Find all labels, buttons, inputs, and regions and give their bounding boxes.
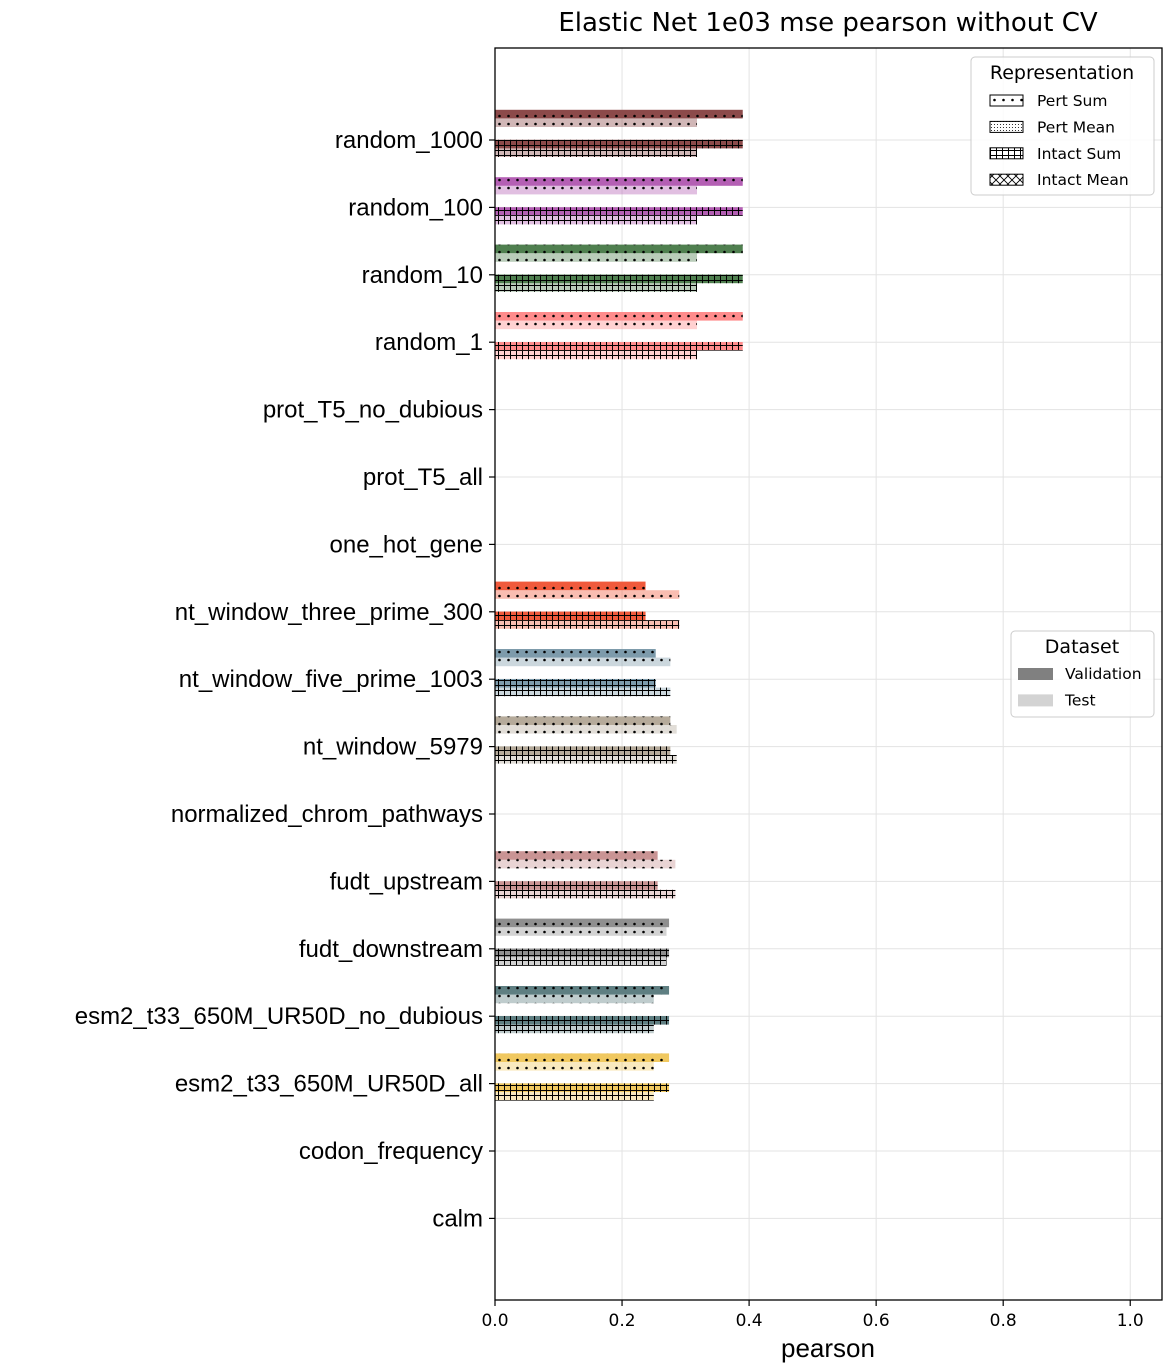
bar-random_1000-pert-sum-validation-hatch — [495, 109, 743, 119]
legend-representation: Representation Pert Sum Pert Mean Intact S… — [970, 56, 1155, 196]
bar-nt_window_three_prime_300-intact-sum-validation-hatch — [495, 611, 646, 621]
bar-nt_window_three_prime_300-intact-sum-test-hatch — [495, 620, 680, 629]
bar-esm2_t33_650M_UR50D_no_dubious-intact-sum-test-hatch — [495, 1024, 654, 1034]
y-tick-label: esm2_t33_650M_UR50D_no_dubious — [75, 1003, 483, 1030]
legend-entry-label: Pert Sum — [1037, 92, 1107, 110]
bar-nt_window_5979-pert-sum-test-hatch — [495, 725, 677, 734]
bar-random_100-pert-sum-validation-hatch — [495, 177, 743, 186]
legend-entry-label: Pert Mean — [1037, 118, 1115, 136]
legend-representation-frame — [970, 56, 1155, 196]
bar-esm2_t33_650M_UR50D_all-pert-sum-validation-hatch — [495, 1053, 670, 1062]
bar-esm2_t33_650M_UR50D_all-intact-sum-test-hatch — [495, 1092, 654, 1101]
bar-nt_window_three_prime_300-pert-sum-validation-hatch — [495, 581, 646, 591]
bar-random_1-intact-sum-validation-hatch — [495, 342, 743, 351]
y-tick-label: random_1000 — [335, 127, 483, 154]
bar-random_100-intact-sum-validation-hatch — [495, 207, 743, 216]
y-tick-label: random_100 — [348, 194, 483, 221]
y-tick-label: esm2_t33_650M_UR50D_all — [175, 1071, 483, 1098]
legend-dataset: Dataset Validation Test — [1010, 630, 1155, 718]
legend-entry-label: Test — [1064, 691, 1096, 709]
x-tick-label: 0.0 — [481, 1311, 508, 1331]
bar-fudt_downstream-pert-sum-test-hatch — [495, 927, 667, 936]
y-tick-label: normalized_chrom_pathways — [171, 801, 483, 828]
y-axis: random_1000 random_100 random_10 random_1pr… — [75, 127, 495, 1232]
bar-nt_window_five_prime_1003-pert-sum-test-hatch — [495, 657, 671, 667]
legend-swatch — [1018, 694, 1053, 707]
x-tick-label: 0.2 — [609, 1311, 636, 1331]
bar-esm2_t33_650M_UR50D_all-intact-sum-validation-hatch — [495, 1083, 670, 1092]
y-tick-label: prot_T5_no_dubious — [263, 397, 483, 424]
bar-fudt_downstream-intact-sum-test-hatch — [495, 957, 667, 966]
y-tick-label: nt_window_three_prime_300 — [175, 599, 483, 626]
x-tick-label: 0.6 — [863, 1311, 890, 1331]
legend-swatch — [1018, 668, 1053, 680]
y-tick-label: random_10 — [362, 262, 483, 289]
chart-title: Elastic Net 1e03 mse pearson without CV — [558, 8, 1098, 38]
x-axis: 0.0 0.2 0.4 0.6 0.8 1.0 — [481, 1300, 1144, 1331]
bar-esm2_t33_650M_UR50D_no_dubious-pert-sum-validation-hatch — [495, 986, 670, 995]
bar-random_10-intact-sum-test-hatch — [495, 283, 698, 292]
bar-random_1000-pert-sum-test-hatch — [495, 118, 698, 127]
bar-nt_window_five_prime_1003-pert-sum-validation-hatch — [495, 649, 656, 658]
bar-fudt_downstream-pert-sum-validation-hatch — [495, 918, 670, 928]
plot-frame — [494, 47, 1163, 1301]
legend-swatch-hatch — [989, 147, 1024, 160]
bar-fudt_upstream-intact-sum-test-hatch — [495, 889, 676, 899]
bar-random_10-pert-sum-test-hatch — [495, 253, 698, 262]
bar-random_100-pert-sum-test-hatch — [495, 185, 698, 195]
bar-random_100-intact-sum-test-hatch — [495, 215, 698, 225]
legend-swatch-hatch — [989, 94, 1024, 107]
bar-nt_window_three_prime_300-pert-sum-test-hatch — [495, 590, 680, 599]
bar-esm2_t33_650M_UR50D_no_dubious-pert-sum-test-hatch — [495, 994, 654, 1004]
y-tick-label: nt_window_5979 — [303, 734, 483, 761]
bar-random_1000-intact-sum-validation-hatch — [495, 139, 743, 149]
bar-fudt_downstream-intact-sum-validation-hatch — [495, 948, 670, 958]
legend-representation-title: Representation — [990, 62, 1134, 84]
legend-swatch-hatch — [989, 120, 1024, 133]
bar-random_1000-intact-sum-test-hatch — [495, 148, 698, 157]
y-tick-label: prot_T5_all — [363, 464, 483, 491]
bar-random_1-intact-sum-test-hatch — [495, 350, 698, 360]
legend-swatch-hatch — [989, 173, 1024, 186]
x-tick-label: 0.8 — [990, 1311, 1017, 1331]
legend-entry-label: Intact Mean — [1037, 171, 1129, 189]
bars — [495, 109, 743, 1101]
bar-random_1-pert-sum-test-hatch — [495, 320, 698, 330]
y-tick-label: calm — [432, 1205, 483, 1232]
bar-nt_window_5979-intact-sum-validation-hatch — [495, 746, 671, 755]
bar-esm2_t33_650M_UR50D_no_dubious-intact-sum-validation-hatch — [495, 1016, 670, 1025]
y-tick-label: one_hot_gene — [330, 531, 484, 558]
bar-random_1-pert-sum-validation-hatch — [495, 312, 743, 321]
bar-nt_window_5979-pert-sum-validation-hatch — [495, 716, 671, 725]
y-tick-label: fudt_downstream — [299, 936, 483, 963]
y-tick-label: codon_frequency — [299, 1138, 483, 1165]
x-axis-label: pearson — [781, 1333, 875, 1363]
bar-fudt_upstream-intact-sum-validation-hatch — [495, 881, 658, 890]
legend-dataset-title: Dataset — [1045, 636, 1119, 658]
bar-random_10-intact-sum-validation-hatch — [495, 274, 743, 284]
bar-fudt_upstream-pert-sum-test-hatch — [495, 859, 676, 869]
bar-esm2_t33_650M_UR50D_all-pert-sum-test-hatch — [495, 1062, 654, 1071]
x-tick-label: 1.0 — [1117, 1311, 1144, 1331]
x-tick-label: 0.4 — [736, 1311, 763, 1331]
y-tick-label: nt_window_five_prime_1003 — [179, 666, 483, 693]
bar-nt_window_five_prime_1003-intact-sum-test-hatch — [495, 687, 671, 697]
bar-nt_window_five_prime_1003-intact-sum-validation-hatch — [495, 679, 656, 688]
bar-fudt_upstream-pert-sum-validation-hatch — [495, 851, 658, 860]
bar-nt_window_5979-intact-sum-test-hatch — [495, 755, 677, 764]
legend-entry-label: Validation — [1065, 665, 1142, 683]
y-tick-label: fudt_upstream — [330, 868, 483, 895]
legend-entry-label: Intact Sum — [1037, 145, 1121, 163]
bar-random_10-pert-sum-validation-hatch — [495, 244, 743, 254]
y-tick-label: random_1 — [375, 329, 483, 356]
grid-lines — [494, 48, 1162, 1300]
